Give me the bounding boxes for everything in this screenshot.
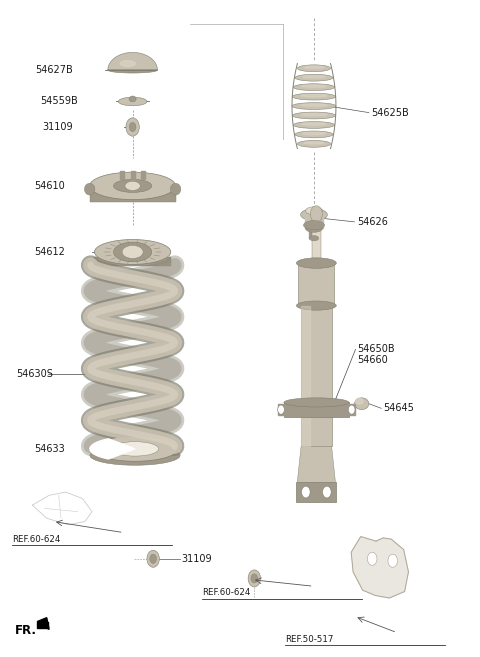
Text: 54630S: 54630S [17, 369, 54, 379]
Polygon shape [297, 446, 336, 482]
Ellipse shape [356, 398, 363, 404]
Ellipse shape [284, 398, 349, 407]
Text: 54660: 54660 [357, 355, 388, 365]
Ellipse shape [301, 113, 327, 116]
Ellipse shape [90, 445, 180, 465]
Circle shape [150, 555, 156, 563]
Ellipse shape [292, 93, 336, 100]
Ellipse shape [303, 221, 324, 230]
Ellipse shape [84, 183, 95, 195]
Ellipse shape [302, 132, 325, 135]
Ellipse shape [298, 65, 331, 72]
Ellipse shape [292, 112, 336, 119]
Polygon shape [37, 622, 48, 628]
Ellipse shape [301, 123, 326, 125]
Ellipse shape [129, 96, 136, 102]
Polygon shape [131, 171, 134, 179]
Text: 54650B: 54650B [357, 344, 395, 354]
Text: 54625B: 54625B [371, 108, 409, 118]
Polygon shape [108, 53, 157, 70]
Circle shape [248, 570, 261, 587]
Circle shape [147, 551, 159, 567]
Ellipse shape [108, 67, 157, 73]
Ellipse shape [300, 209, 327, 221]
Circle shape [126, 118, 139, 136]
Text: REF.60-624: REF.60-624 [12, 535, 60, 543]
Ellipse shape [305, 207, 323, 215]
Polygon shape [301, 306, 310, 446]
Ellipse shape [295, 131, 333, 138]
Ellipse shape [355, 398, 369, 409]
Circle shape [129, 122, 136, 131]
Ellipse shape [297, 258, 336, 268]
Polygon shape [349, 405, 355, 415]
Ellipse shape [92, 436, 178, 461]
Circle shape [301, 486, 310, 498]
Ellipse shape [292, 102, 336, 110]
Polygon shape [37, 618, 49, 629]
Text: 54612: 54612 [34, 247, 65, 257]
Polygon shape [305, 211, 323, 229]
Circle shape [323, 486, 331, 498]
Ellipse shape [114, 242, 152, 261]
Ellipse shape [293, 122, 335, 128]
Ellipse shape [295, 74, 333, 81]
Polygon shape [95, 257, 171, 266]
Text: 54633: 54633 [34, 444, 65, 454]
Polygon shape [278, 405, 284, 415]
Polygon shape [351, 537, 408, 598]
Ellipse shape [90, 172, 176, 200]
Text: 31109: 31109 [182, 554, 213, 564]
Ellipse shape [95, 240, 171, 264]
Text: REF.50-517: REF.50-517 [285, 635, 334, 644]
Text: 54645: 54645 [383, 403, 414, 413]
Polygon shape [298, 263, 335, 306]
Text: 54559B: 54559B [40, 97, 78, 106]
Ellipse shape [302, 76, 325, 78]
Circle shape [388, 555, 397, 567]
Ellipse shape [125, 181, 140, 191]
Polygon shape [312, 214, 321, 263]
Text: 54626: 54626 [357, 217, 388, 227]
Ellipse shape [298, 141, 331, 147]
Ellipse shape [297, 301, 336, 310]
Ellipse shape [304, 142, 324, 144]
Ellipse shape [304, 66, 324, 68]
Text: FR.: FR. [15, 624, 37, 637]
Ellipse shape [301, 95, 327, 97]
Ellipse shape [122, 246, 143, 258]
Polygon shape [90, 439, 135, 459]
Ellipse shape [111, 442, 158, 456]
Ellipse shape [301, 85, 326, 87]
Ellipse shape [120, 60, 135, 66]
Circle shape [278, 405, 284, 414]
Circle shape [348, 405, 355, 414]
Ellipse shape [293, 83, 335, 91]
Polygon shape [90, 193, 176, 202]
Circle shape [311, 206, 323, 222]
Ellipse shape [114, 179, 152, 193]
Text: 54610: 54610 [34, 181, 65, 191]
Polygon shape [284, 403, 349, 417]
Ellipse shape [170, 183, 181, 195]
Text: REF.60-624: REF.60-624 [202, 588, 250, 597]
Polygon shape [309, 229, 319, 238]
Polygon shape [296, 482, 336, 502]
Polygon shape [120, 171, 124, 179]
Ellipse shape [118, 97, 147, 106]
Polygon shape [301, 306, 332, 446]
Text: 31109: 31109 [42, 122, 72, 132]
Circle shape [251, 574, 258, 583]
Polygon shape [141, 171, 145, 179]
Text: 54627B: 54627B [35, 65, 72, 75]
Ellipse shape [309, 236, 319, 241]
Ellipse shape [305, 225, 323, 233]
Ellipse shape [301, 104, 327, 106]
Circle shape [367, 553, 377, 565]
